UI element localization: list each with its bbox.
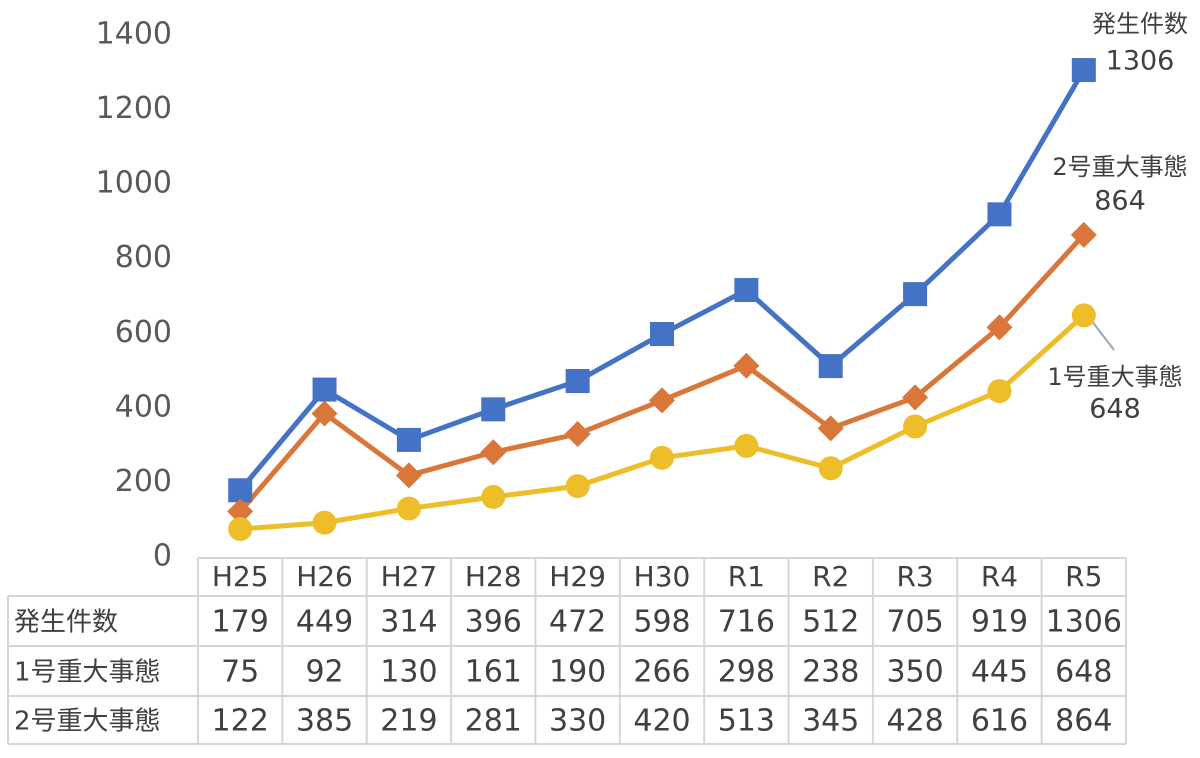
table-cell: 864 bbox=[1055, 704, 1112, 739]
marker bbox=[228, 478, 253, 503]
table-cell: 330 bbox=[549, 704, 606, 739]
table-cell: 161 bbox=[465, 655, 522, 690]
y-tick-label: 400 bbox=[115, 389, 172, 424]
marker bbox=[986, 314, 1013, 341]
y-tick-label: 200 bbox=[115, 464, 172, 499]
x-tick-label: H29 bbox=[549, 560, 606, 593]
series-end-name: 2号重大事態 bbox=[1052, 153, 1187, 181]
table-cell: 350 bbox=[886, 655, 943, 690]
marker bbox=[817, 415, 844, 442]
table-row-header: 1号重大事態 bbox=[14, 658, 161, 688]
marker bbox=[228, 517, 253, 542]
series-end-value: 1306 bbox=[1106, 46, 1175, 77]
series-line bbox=[239, 313, 1086, 532]
marker bbox=[1071, 58, 1096, 83]
marker bbox=[650, 445, 674, 470]
marker bbox=[734, 278, 759, 303]
x-tick-label: R5 bbox=[1065, 560, 1102, 593]
x-tick-label: H27 bbox=[381, 560, 438, 593]
x-tick-label: R4 bbox=[981, 560, 1018, 593]
x-tick-label: H30 bbox=[634, 560, 691, 593]
table-cell: 130 bbox=[380, 655, 437, 690]
series-end-value: 864 bbox=[1094, 186, 1146, 217]
table-cell: 449 bbox=[296, 605, 353, 640]
table-cell: 472 bbox=[549, 605, 606, 640]
marker bbox=[396, 496, 421, 521]
x-tick-label: H25 bbox=[212, 560, 269, 593]
marker bbox=[395, 462, 422, 489]
marker bbox=[987, 202, 1012, 227]
series-line bbox=[238, 68, 1086, 492]
table-row-header: 発生件数 bbox=[14, 608, 118, 638]
marker bbox=[1070, 221, 1097, 248]
table-cell: 705 bbox=[886, 605, 943, 640]
marker bbox=[396, 427, 421, 452]
table-cell: 281 bbox=[465, 704, 522, 739]
marker bbox=[565, 474, 590, 499]
table-cell: 179 bbox=[212, 605, 269, 640]
marker bbox=[903, 414, 928, 439]
table-cell: 648 bbox=[1055, 655, 1112, 690]
table-cell: 238 bbox=[802, 655, 859, 690]
table-cell: 385 bbox=[296, 704, 353, 739]
marker bbox=[227, 498, 254, 525]
table-cell: 513 bbox=[718, 704, 775, 739]
marker bbox=[733, 352, 760, 379]
table-cell: 598 bbox=[633, 605, 690, 640]
marker bbox=[818, 456, 843, 481]
marker bbox=[565, 369, 590, 394]
y-tick-label: 600 bbox=[115, 315, 172, 350]
table-cell: 445 bbox=[971, 655, 1028, 690]
table-cell: 190 bbox=[549, 655, 606, 690]
series-line bbox=[238, 233, 1086, 514]
y-tick-label: 1000 bbox=[96, 166, 172, 201]
x-tick-label: R3 bbox=[896, 560, 933, 593]
marker bbox=[903, 282, 928, 307]
table-cell: 345 bbox=[802, 704, 859, 739]
marker bbox=[650, 322, 674, 347]
marker bbox=[480, 439, 507, 466]
marker bbox=[481, 397, 506, 422]
marker bbox=[311, 400, 338, 427]
table-cell: 122 bbox=[212, 704, 269, 739]
marker bbox=[649, 387, 675, 414]
y-tick-label: 0 bbox=[153, 539, 172, 574]
marker bbox=[1071, 303, 1096, 328]
table-cell: 75 bbox=[221, 655, 259, 690]
marker bbox=[987, 379, 1012, 404]
table-cell: 616 bbox=[971, 704, 1028, 739]
table-cell: 716 bbox=[718, 605, 775, 640]
x-tick-label: R1 bbox=[728, 560, 765, 593]
marker bbox=[564, 420, 591, 447]
table-cell: 266 bbox=[633, 655, 690, 690]
marker bbox=[902, 384, 929, 411]
table-cell: 512 bbox=[802, 605, 859, 640]
marker bbox=[481, 484, 506, 509]
table-row-header: 2号重大事態 bbox=[14, 707, 161, 737]
y-tick-label: 800 bbox=[115, 240, 172, 275]
marker bbox=[734, 433, 759, 458]
series-end-name: 発生件数 bbox=[1092, 10, 1188, 38]
table-cell: 219 bbox=[380, 704, 437, 739]
x-tick-label: R2 bbox=[812, 560, 849, 593]
series-end-name: 1号重大事態 bbox=[1047, 363, 1182, 391]
table-cell: 298 bbox=[718, 655, 775, 690]
table-cell: 396 bbox=[465, 605, 522, 640]
series-end-value: 648 bbox=[1089, 394, 1141, 425]
table-cell: 420 bbox=[633, 704, 690, 739]
table-cell: 1306 bbox=[1046, 605, 1122, 640]
table-cell: 314 bbox=[380, 605, 437, 640]
y-tick-label: 1200 bbox=[96, 91, 172, 126]
table-cell: 428 bbox=[886, 704, 943, 739]
x-tick-label: H26 bbox=[296, 560, 353, 593]
table-cell: 919 bbox=[971, 605, 1028, 640]
y-tick-label: 1400 bbox=[96, 17, 172, 52]
marker bbox=[818, 354, 843, 379]
marker bbox=[312, 510, 337, 535]
x-tick-label: H28 bbox=[465, 560, 522, 593]
table-cell: 92 bbox=[305, 655, 343, 690]
marker bbox=[312, 377, 337, 402]
